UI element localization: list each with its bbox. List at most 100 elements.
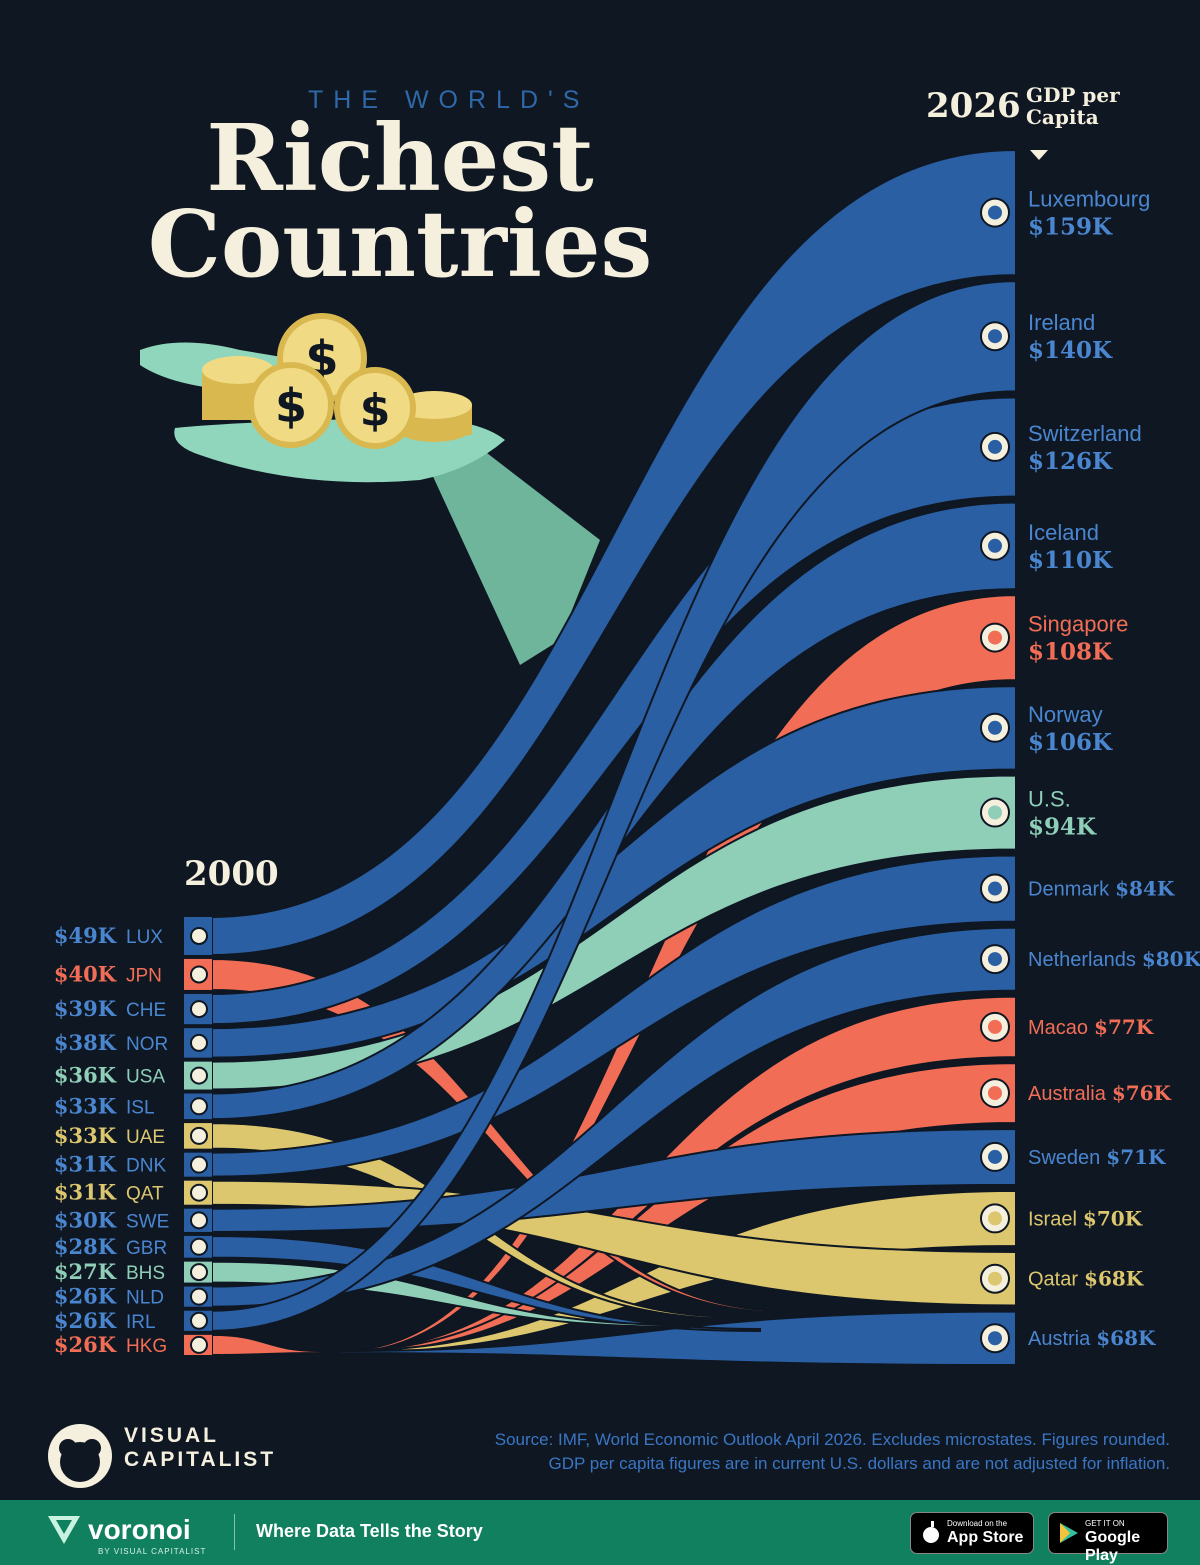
code-2000-che: CHE xyxy=(126,1000,166,1021)
flag-emblem xyxy=(988,1149,1002,1164)
flag-icon-che xyxy=(190,1000,208,1019)
flag-icon-nor xyxy=(190,1033,208,1052)
flag-emblem xyxy=(988,952,1002,967)
flag-icon-austria xyxy=(980,1323,1010,1354)
value-2026-luxembourg: $159K xyxy=(1028,214,1113,241)
apple-icon xyxy=(923,1521,939,1543)
flag-icon-lux xyxy=(190,926,208,945)
value-2000-lux: $49K xyxy=(54,923,117,948)
name-2026-australia: Australia xyxy=(1028,1083,1107,1105)
value-2026-us: $94K xyxy=(1028,813,1097,840)
code-2000-hkg: HKG xyxy=(126,1336,167,1357)
name-2026-israel: Israel xyxy=(1028,1208,1077,1230)
value-2026-sweden: $71K xyxy=(1106,1145,1166,1169)
name-2026-austria: Austria xyxy=(1028,1328,1091,1350)
value-2026-qatar: $68K xyxy=(1084,1267,1144,1291)
title-line1: Richest xyxy=(206,104,594,212)
flag-icon-iceland xyxy=(980,530,1010,561)
flag-icon-macao xyxy=(980,1011,1010,1042)
flag-icon-ireland xyxy=(980,321,1010,352)
value-2000-nld: $26K xyxy=(54,1284,117,1309)
year-2026-header: 2026 xyxy=(926,86,1021,126)
flag-icon-israel xyxy=(980,1203,1010,1234)
ribbon-netherlands xyxy=(211,926,1017,1308)
flag-icon-luxembourg xyxy=(980,197,1010,228)
svg-text:$: $ xyxy=(275,379,307,433)
name-2026-iceland: Iceland xyxy=(1028,520,1099,545)
ribbon-switzerland xyxy=(211,396,1017,1026)
name-2026-us: U.S. xyxy=(1028,786,1071,811)
value-2000-usa: $36K xyxy=(54,1063,117,1088)
year-2000-header: 2000 xyxy=(184,854,279,894)
code-2000-uae: UAE xyxy=(126,1127,165,1148)
ribbon-hkg xyxy=(211,1333,321,1357)
value-2000-uae: $33K xyxy=(54,1123,117,1148)
ribbon-ireland xyxy=(211,280,1017,1332)
google-play-button[interactable]: GET IT ON Google Play xyxy=(1048,1512,1168,1564)
ribbon-austria xyxy=(339,1310,1017,1367)
code-2000-gbr: GBR xyxy=(126,1238,167,1259)
flag-emblem xyxy=(988,1019,1002,1034)
name-2026-netherlands: Netherlands xyxy=(1028,949,1136,971)
footer-tagline: Where Data Tells the Story xyxy=(256,1521,483,1541)
value-2026-singapore: $108K xyxy=(1028,639,1113,666)
name-2026-luxembourg: Luxembourg xyxy=(1028,187,1150,212)
ribbon-u.s. xyxy=(211,774,1017,1091)
voronoi-wordmark[interactable]: voronoi xyxy=(88,1514,191,1545)
hand-coins-illustration: $ $ $ xyxy=(140,313,600,665)
flag-emblem xyxy=(988,720,1002,735)
flag-icon-switzerland xyxy=(980,431,1010,462)
code-2000-qat: QAT xyxy=(126,1184,164,1205)
google-play-icon xyxy=(1060,1523,1078,1543)
name-2026-sweden: Sweden xyxy=(1028,1147,1100,1169)
name-2026-qatar: Qatar xyxy=(1028,1269,1078,1291)
value-2000-che: $39K xyxy=(54,996,117,1021)
name-2026-singapore: Singapore xyxy=(1028,612,1128,637)
value-2000-hkg: $26K xyxy=(54,1332,117,1357)
voronoi-byline: BY VISUAL CAPITALIST xyxy=(98,1547,207,1556)
flag-icon-netherlands xyxy=(980,944,1010,975)
flag-emblem xyxy=(988,1086,1002,1101)
flag-icon-nld xyxy=(190,1287,208,1306)
flag-icon-irl xyxy=(190,1311,208,1330)
value-2000-nor: $38K xyxy=(54,1030,117,1055)
value-2026-israel: $70K xyxy=(1083,1206,1143,1230)
flag-icon-australia xyxy=(980,1078,1010,1109)
name-2026-denmark: Denmark xyxy=(1028,879,1110,901)
name-2026-norway: Norway xyxy=(1028,702,1103,727)
value-2000-dnk: $31K xyxy=(54,1152,117,1177)
value-2000-gbr: $28K xyxy=(54,1234,117,1259)
flag-icon-denmark xyxy=(980,873,1010,904)
name-2026-ireland: Ireland xyxy=(1028,310,1095,335)
flag-emblem xyxy=(988,205,1002,220)
app-store-button[interactable]: Download on the App Store xyxy=(910,1512,1034,1554)
flag-emblem xyxy=(988,439,1002,454)
triangle-down-icon xyxy=(1030,150,1048,160)
voronoi-logo-icon xyxy=(48,1516,80,1544)
flag-emblem xyxy=(988,805,1002,820)
code-2000-isl: ISL xyxy=(126,1097,155,1118)
name-2026-macao: Macao xyxy=(1028,1017,1088,1039)
flag-icon-qat xyxy=(190,1183,208,1202)
flag-icon-singapore xyxy=(980,622,1010,653)
source-note: Source: IMF, World Economic Outlook Apri… xyxy=(494,1430,1170,1473)
flag-icon-swe xyxy=(190,1211,208,1230)
code-2000-swe: SWE xyxy=(126,1211,169,1232)
flag-emblem xyxy=(988,630,1002,645)
code-2000-dnk: DNK xyxy=(126,1156,166,1177)
flag-icon-gbr xyxy=(190,1237,208,1256)
code-2000-nld: NLD xyxy=(126,1288,164,1309)
value-2026-denmark: $84K xyxy=(1115,877,1175,901)
value-2026-norway: $106K xyxy=(1028,729,1113,756)
code-2000-lux: LUX xyxy=(126,927,163,948)
code-2000-nor: NOR xyxy=(126,1034,168,1055)
footer-divider xyxy=(234,1514,235,1550)
flag-emblem xyxy=(988,329,1002,344)
value-2026-iceland: $110K xyxy=(1028,547,1113,574)
flag-icon-norway xyxy=(980,712,1010,743)
value-2000-isl: $33K xyxy=(54,1093,117,1118)
visual-capitalist-wordmark: VISUAL CAPITALIST xyxy=(124,1424,277,1471)
visual-capitalist-logo xyxy=(48,1424,112,1488)
value-2000-swe: $30K xyxy=(54,1207,117,1232)
